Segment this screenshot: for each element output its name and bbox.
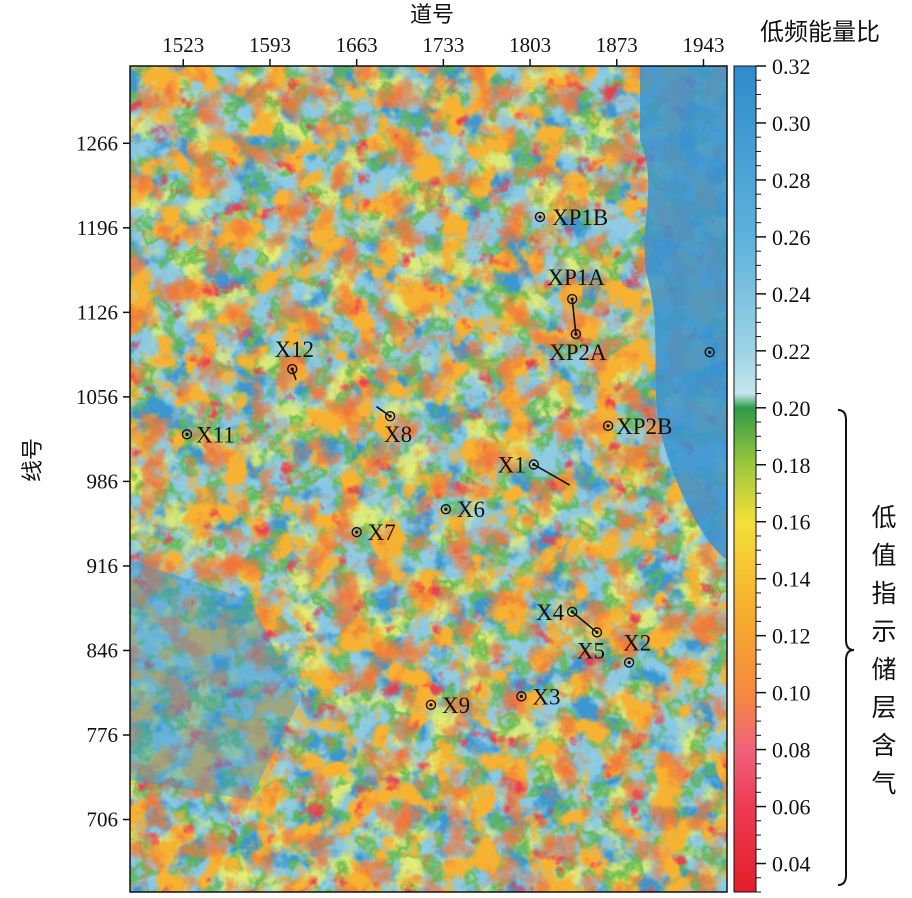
top-tick-label: 1523 <box>162 33 204 57</box>
top-tick-label: 1943 <box>682 33 724 57</box>
left-axis-title: 线号 <box>21 438 46 482</box>
top-tick-label: 1803 <box>509 33 551 57</box>
top-tick-label: 1873 <box>596 33 638 57</box>
well-marker <box>704 347 715 358</box>
left-tick-label: 986 <box>87 469 119 493</box>
bracket-note-char: 示 <box>871 617 896 646</box>
left-tick-label: 1056 <box>76 385 118 409</box>
well-trajectory <box>376 405 391 417</box>
well-label: X4 <box>536 600 565 625</box>
well-label: X3 <box>532 684 560 709</box>
well-marker: XP1B <box>534 205 608 230</box>
map-frame <box>129 65 728 893</box>
colorbar-ticks: 0.32 0.30 0.28 0.26 0.24 0.22 0.20 0.18 0.16 0.14… <box>756 54 811 893</box>
colorbar-tick-label: 0.10 <box>772 681 811 706</box>
well-marker: X5 <box>577 627 605 663</box>
well-label: X6 <box>457 497 485 522</box>
left-tick-label: 776 <box>87 723 119 747</box>
colorbar-tick-label: 0.26 <box>772 225 811 250</box>
colorbar-tick-label: 0.12 <box>772 624 811 649</box>
well-marker: X8 <box>384 411 412 447</box>
well-trajectory <box>291 368 297 381</box>
well-marker: X2 <box>623 631 651 668</box>
left-tick-label: 1126 <box>77 300 118 324</box>
left-tick-label: 706 <box>87 808 119 832</box>
left-tick-label: 916 <box>87 554 119 578</box>
well-label: X1 <box>498 453 526 478</box>
top-axis-ticks: 1523 1593 1663 1733 1803 1873 1943 <box>162 33 724 66</box>
bracket-note-char: 层 <box>871 693 896 722</box>
left-tick-label: 846 <box>87 638 119 662</box>
well-label: X2 <box>623 631 651 656</box>
well-trajectory <box>571 298 577 335</box>
well-label: X5 <box>577 638 605 663</box>
bracket-note-char: 储 <box>871 655 896 684</box>
well-trajectory <box>571 611 598 633</box>
top-tick-label: 1663 <box>336 33 378 57</box>
bracket-note-char: 气 <box>871 769 896 798</box>
bracket-note-char: 值 <box>871 541 896 570</box>
colorbar-tick-label: 0.08 <box>772 738 811 763</box>
top-axis-title: 道号 <box>410 3 454 28</box>
colorbar-tick-label: 0.22 <box>772 339 811 364</box>
left-tick-label: 1196 <box>77 216 118 240</box>
colorbar-title: 低频能量比 <box>760 18 880 46</box>
well-label: X12 <box>274 337 314 362</box>
well-marker: XP1A <box>547 265 605 305</box>
colorbar-bracket <box>837 409 855 886</box>
well-marker: XP2A <box>549 328 607 365</box>
well-marker: X12 <box>274 337 314 375</box>
well-marker: X6 <box>440 497 485 522</box>
top-tick-label: 1733 <box>422 33 464 57</box>
well-marker: X3 <box>516 684 561 709</box>
well-marker: X1 <box>498 453 539 478</box>
bracket-note-char: 含 <box>871 731 896 760</box>
colorbar-tick-label: 0.30 <box>772 111 811 136</box>
well-trajectory <box>533 463 571 486</box>
well-label: XP2A <box>549 340 607 365</box>
bracket-note-char: 低 <box>871 503 896 532</box>
well-marker: X7 <box>351 520 396 545</box>
left-tick-label: 1266 <box>76 131 118 155</box>
well-label: X8 <box>384 422 412 447</box>
colorbar-tick-label: 0.14 <box>772 567 811 592</box>
colorbar-tick-label: 0.32 <box>772 54 811 79</box>
well-label: X7 <box>368 520 396 545</box>
left-axis-ticks: 1266 1196 1126 1056 986 916 846 776 706 <box>76 131 130 832</box>
colorbar-strip <box>733 65 757 893</box>
colorbar-tick-label: 0.18 <box>772 453 811 478</box>
colorbar-tick-label: 0.28 <box>772 168 811 193</box>
colorbar-tick-label: 0.24 <box>772 282 811 307</box>
top-tick-label: 1593 <box>249 33 291 57</box>
well-marker: X4 <box>536 600 578 625</box>
well-marker: XP2B <box>602 414 672 439</box>
well-label: X9 <box>442 693 470 718</box>
well-marker: X11 <box>181 422 235 447</box>
well-label: X11 <box>196 422 235 447</box>
well-marker: X9 <box>425 693 470 718</box>
colorbar-tick-label: 0.06 <box>772 795 811 820</box>
well-markers: XP1B XP1A XP2A XP2B X1 X12 X11 X8 X6 X7 X4 X5 X2 X3 X9 <box>181 205 715 718</box>
colorbar-tick-label: 0.16 <box>772 510 811 535</box>
colorbar-tick-label: 0.04 <box>772 852 811 877</box>
well-label: XP1B <box>552 205 608 230</box>
well-label: XP1A <box>547 265 605 290</box>
bracket-note-char: 指 <box>871 579 896 608</box>
colorbar-tick-label: 0.20 <box>772 396 811 421</box>
well-label: XP2B <box>616 414 672 439</box>
